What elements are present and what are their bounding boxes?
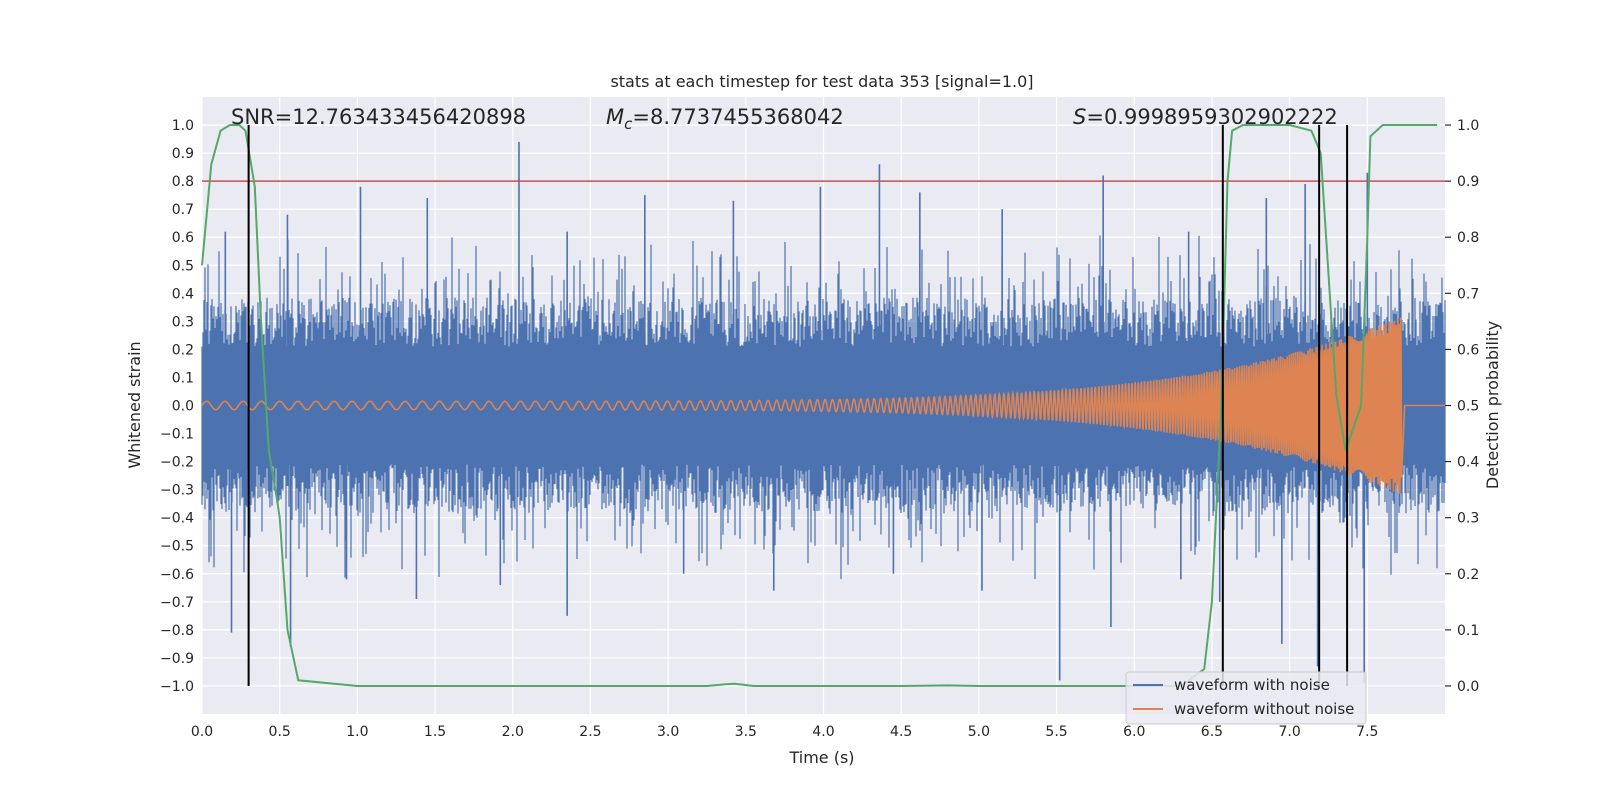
y-tick-label: 0.4 xyxy=(172,286,194,302)
y-tick-label: 0.8 xyxy=(172,174,194,190)
y-tick-label: −0.4 xyxy=(160,511,194,527)
score-annotation: S=0.9998959302902222 xyxy=(1073,105,1338,129)
y-tick-label: 0.5 xyxy=(172,258,194,274)
x-tick-label: 5.0 xyxy=(968,724,990,740)
y-tick-label: −0.3 xyxy=(160,483,194,499)
y2-tick-label: 0.3 xyxy=(1457,511,1479,527)
x-tick-label: 7.0 xyxy=(1278,724,1300,740)
y-tick-label: 0.0 xyxy=(172,399,194,415)
y-tick-label: 0.9 xyxy=(172,146,194,162)
snr-annotation: SNR=12.763433456420898 xyxy=(231,105,526,129)
y-tick-label: 0.2 xyxy=(172,342,194,358)
y2-tick-label: 0.1 xyxy=(1457,623,1479,639)
y2-tick-label: 0.0 xyxy=(1457,679,1479,695)
y2-tick-label: 0.6 xyxy=(1457,342,1479,358)
y-tick-label: 1.0 xyxy=(172,118,194,134)
x-tick-label: 0.0 xyxy=(191,724,213,740)
y2-tick-label: 0.4 xyxy=(1457,455,1479,471)
x-tick-label: 4.5 xyxy=(890,724,912,740)
vertical-markers xyxy=(247,125,1349,686)
data-layer xyxy=(201,124,1446,687)
x-tick-label: 7.5 xyxy=(1356,724,1378,740)
y-tick-label: 0.7 xyxy=(172,202,194,218)
y-tick-label: 0.3 xyxy=(172,314,194,330)
y2-tick-label: 0.5 xyxy=(1457,399,1479,415)
x-axis-label: Time (s) xyxy=(788,748,854,767)
axes: 0.0 0.5 1.0 1.5 2.0 2.5 3.0 3.5 4.0 4.5 5.0 5.5 6.0 6… xyxy=(160,118,1479,740)
y2-tick-label: 0.7 xyxy=(1457,286,1479,302)
y-tick-label: −0.7 xyxy=(160,595,194,611)
chirp-mass-annotation: Mc=8.7737455368042 xyxy=(606,105,844,133)
x-tick-label: 6.5 xyxy=(1201,724,1223,740)
y-tick-label: −0.8 xyxy=(160,623,194,639)
y-tick-label: 0.6 xyxy=(172,230,194,246)
x-tick-label: 3.0 xyxy=(657,724,679,740)
x-tick-label: 3.5 xyxy=(735,724,757,740)
y-tick-label: −0.1 xyxy=(160,427,194,443)
y2-tick-label: 0.8 xyxy=(1457,230,1479,246)
y-axis-label: Whitened strain xyxy=(125,341,144,468)
y2-tick-label: 1.0 xyxy=(1457,118,1479,134)
legend-box xyxy=(1125,671,1367,725)
clean-waveform-line xyxy=(201,317,1445,495)
y-tick-label: −1.0 xyxy=(160,679,194,695)
legend-label-clean: waveform without noise xyxy=(1174,700,1354,718)
x-tick-label: 6.0 xyxy=(1123,724,1145,740)
x-tick-label: 5.5 xyxy=(1045,724,1067,740)
y-tick-label: −0.9 xyxy=(160,651,194,667)
y-tick-label: −0.5 xyxy=(160,539,194,555)
legend-label-noise: waveform with noise xyxy=(1174,676,1330,694)
y2-tick-label: 0.2 xyxy=(1457,567,1479,583)
x-tick-label: 2.0 xyxy=(502,724,524,740)
x-tick-label: 0.5 xyxy=(269,724,291,740)
y2-axis-label: Detection probability xyxy=(1483,321,1502,489)
y2-tick-label: 0.9 xyxy=(1457,174,1479,190)
chart-title: stats at each timestep for test data 353… xyxy=(610,72,1033,91)
x-tick-label: 1.5 xyxy=(424,724,446,740)
x-tick-label: 4.0 xyxy=(812,724,834,740)
y-tick-label: 0.1 xyxy=(172,370,194,386)
detection-probability-line xyxy=(201,124,1438,687)
legend: waveform with noise waveform without noi… xyxy=(1125,671,1367,725)
x-tick-label: 2.5 xyxy=(579,724,601,740)
y-tick-label: −0.6 xyxy=(160,567,194,583)
y-tick-label: −0.2 xyxy=(160,455,194,471)
x-tick-label: 1.0 xyxy=(346,724,368,740)
